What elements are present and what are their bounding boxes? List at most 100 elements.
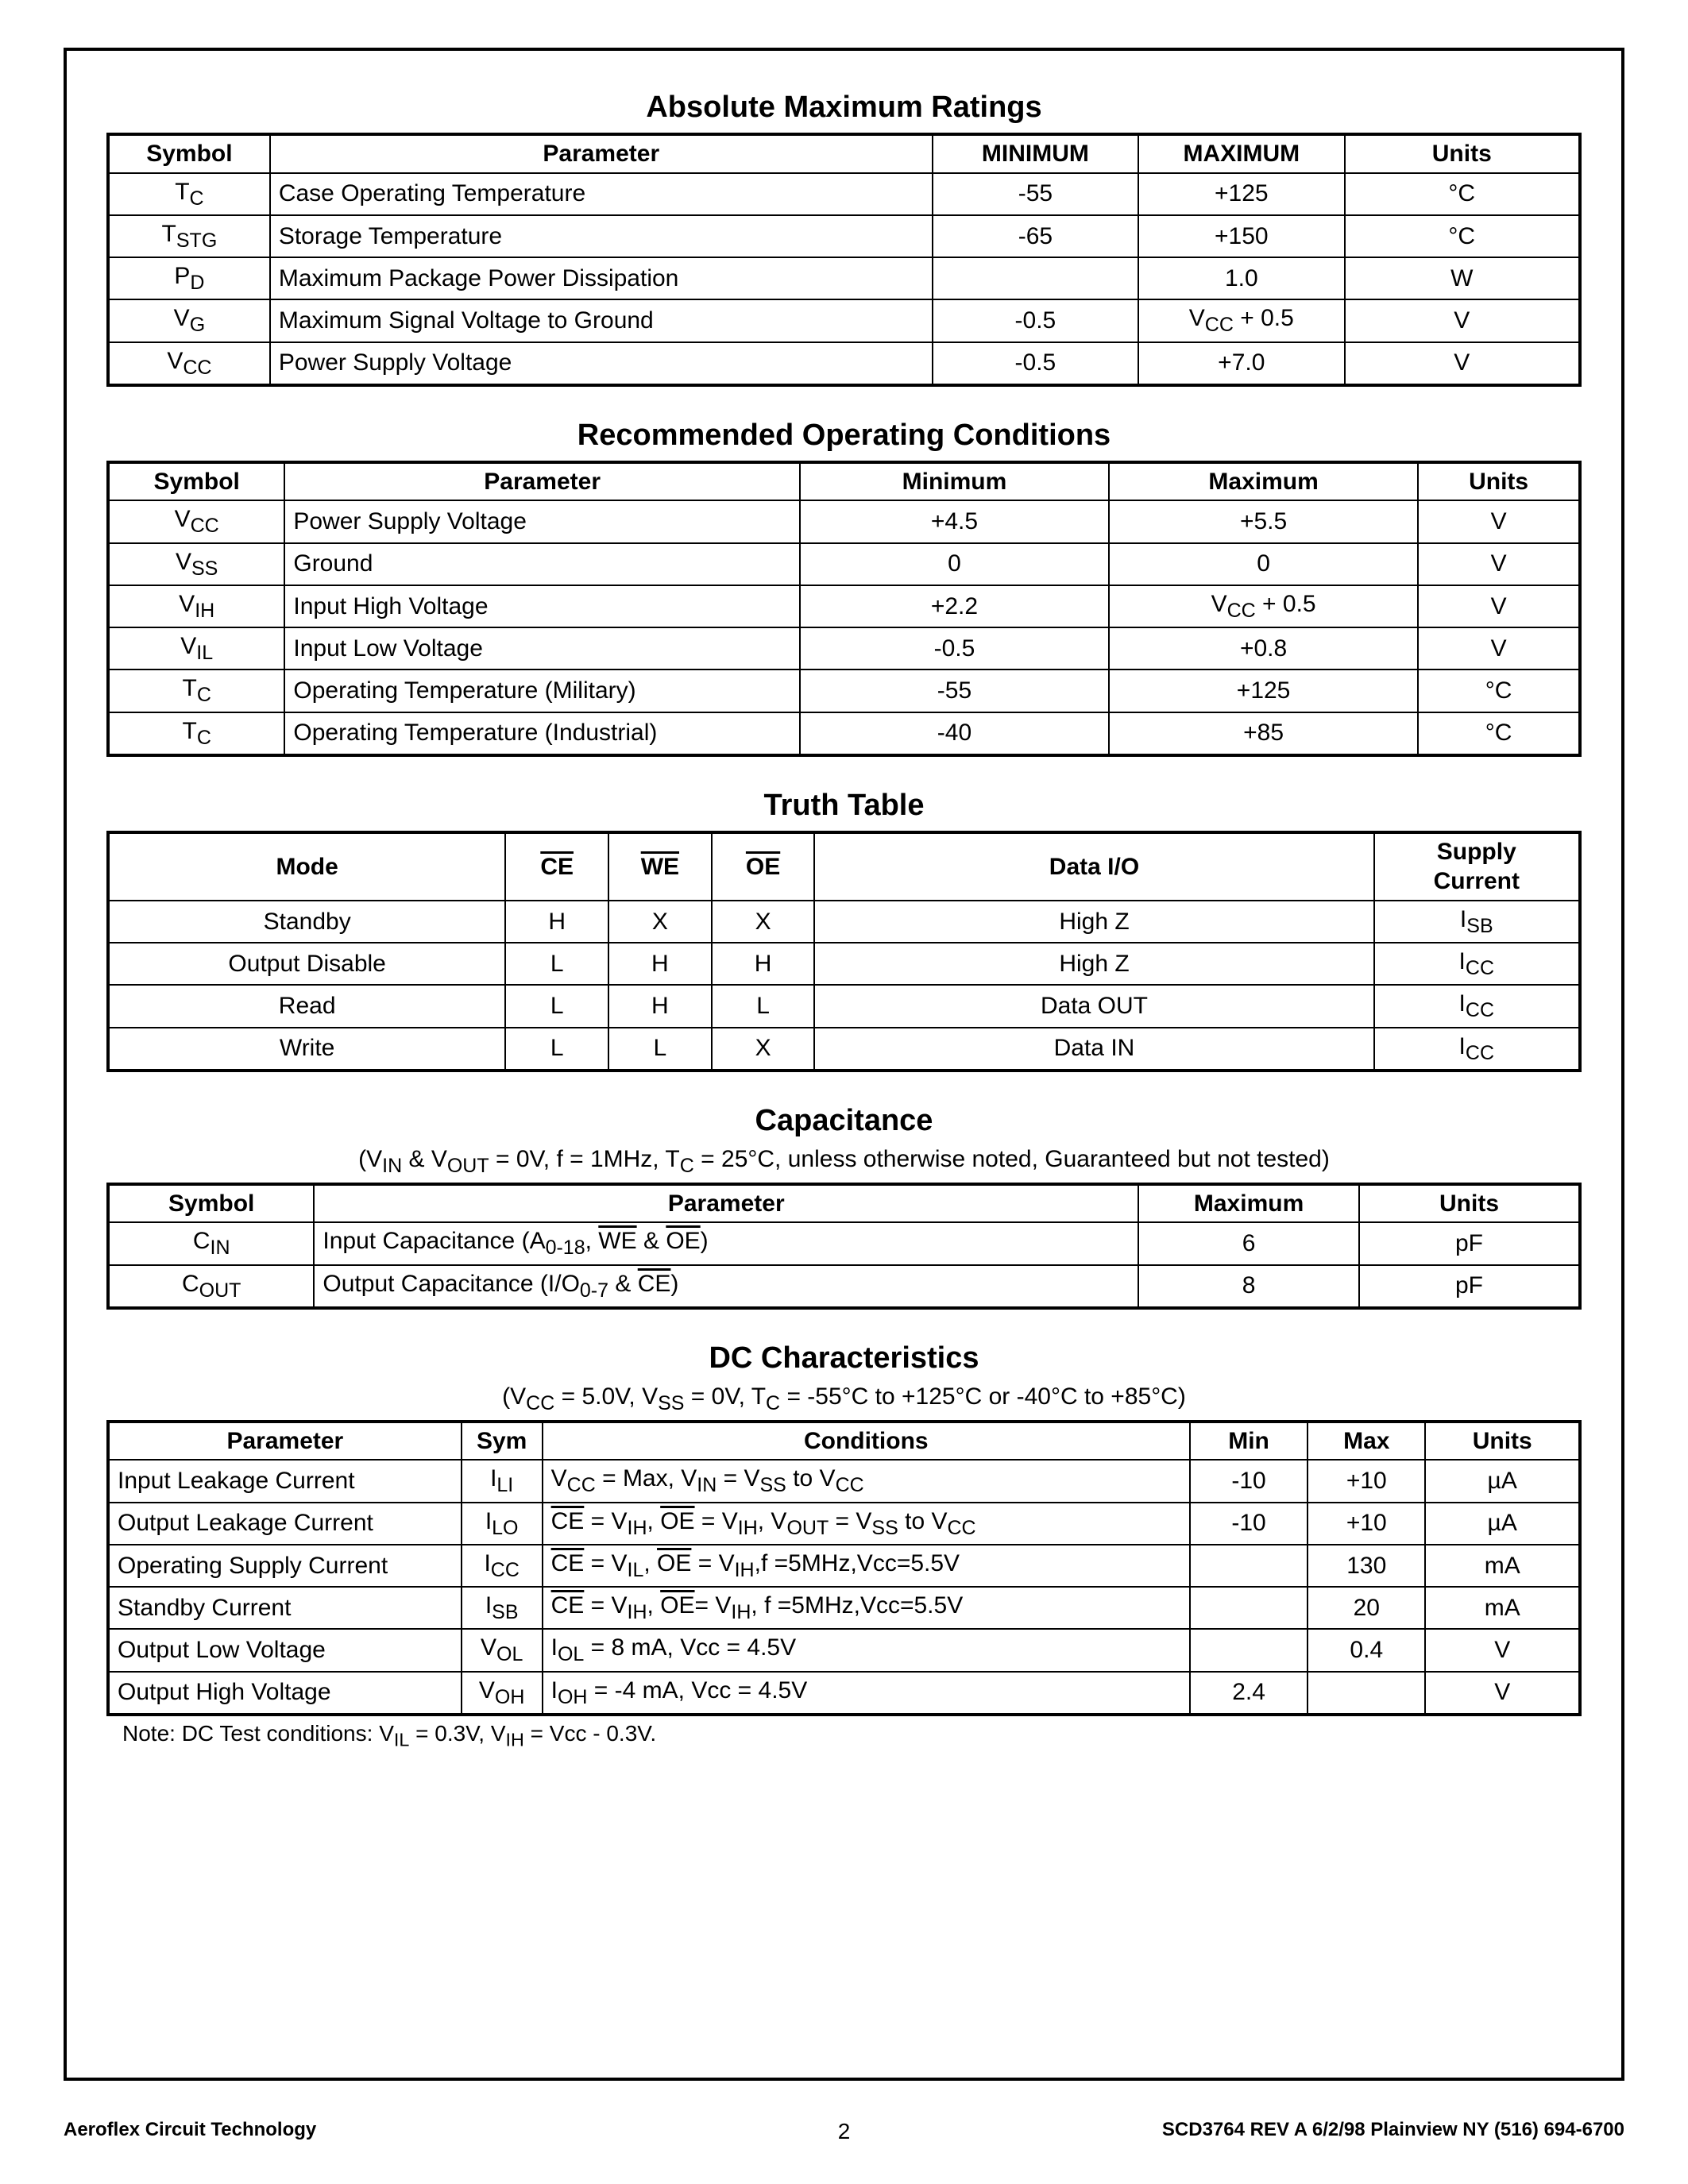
table-cell: Ground	[284, 543, 800, 585]
table-cell: TC	[108, 669, 284, 712]
column-header: Mode	[108, 832, 505, 901]
table-dc: ParameterSymConditionsMinMaxUnits Input …	[106, 1420, 1582, 1716]
table-cell: µA	[1425, 1503, 1580, 1545]
table-dc-header: ParameterSymConditionsMinMaxUnits	[108, 1422, 1580, 1461]
table-row: Input Leakage CurrentILIVCC = Max, VIN =…	[108, 1460, 1580, 1502]
table-cell: Write	[108, 1028, 505, 1071]
table-cell: L	[608, 1028, 712, 1071]
table-cell: +150	[1138, 215, 1344, 257]
table-cell: +4.5	[800, 500, 1109, 542]
table-cell: CE = VIL, OE = VIH,f =5MHz,Vcc=5.5V	[543, 1545, 1190, 1587]
table-cell: V	[1345, 342, 1581, 385]
table-roc: SymbolParameterMinimumMaximumUnits VCCPo…	[106, 461, 1582, 757]
table-cell: +0.8	[1109, 627, 1418, 669]
table-cell: +125	[1109, 669, 1418, 712]
table-cell: Read	[108, 985, 505, 1027]
table-cell: mA	[1425, 1587, 1580, 1629]
table-cell: IOL = 8 mA, Vcc = 4.5V	[543, 1629, 1190, 1671]
table-cell: VCC	[108, 500, 284, 542]
table-cell: VG	[108, 299, 270, 341]
table-cell: -10	[1190, 1503, 1308, 1545]
table-cell: Output Disable	[108, 943, 505, 985]
table-cell: CE = VIH, OE = VIH, VOUT = VSS to VCC	[543, 1503, 1190, 1545]
table-cell: Case Operating Temperature	[270, 173, 933, 215]
table-cell: Standby Current	[108, 1587, 462, 1629]
footer-page-number: 2	[838, 2119, 851, 2144]
table-amr-header: SymbolParameterMINIMUMMAXIMUMUnits	[108, 134, 1580, 173]
table-row: TCOperating Temperature (Industrial)-40+…	[108, 712, 1580, 755]
table-cell: +7.0	[1138, 342, 1344, 385]
table-row: Output DisableLHHHigh ZICC	[108, 943, 1580, 985]
table-cell: X	[712, 1028, 815, 1071]
column-header: Data I/O	[814, 832, 1373, 901]
table-row: VIHInput High Voltage+2.2VCC + 0.5V	[108, 585, 1580, 627]
table-cell: CE = VIH, OE= VIH, f =5MHz,Vcc=5.5V	[543, 1587, 1190, 1629]
table-cell: ISB	[1374, 901, 1580, 943]
table-cell: Storage Temperature	[270, 215, 933, 257]
table-cell: 0	[800, 543, 1109, 585]
table-cap-header: SymbolParameterMaximumUnits	[108, 1184, 1580, 1223]
page-frame: Absolute Maximum Ratings SymbolParameter…	[64, 48, 1624, 2081]
table-row: TSTGStorage Temperature-65+150°C	[108, 215, 1580, 257]
column-header: Sym	[462, 1422, 543, 1461]
table-row: VCCPower Supply Voltage+4.5+5.5V	[108, 500, 1580, 542]
table-cell: mA	[1425, 1545, 1580, 1587]
table-cell: -65	[933, 215, 1138, 257]
table-cell: Input Low Voltage	[284, 627, 800, 669]
table-cell: Output Capacitance (I/O0-7 & CE)	[314, 1265, 1138, 1308]
table-cell: °C	[1418, 712, 1580, 755]
column-header: Symbol	[108, 1184, 314, 1223]
table-cell: Operating Temperature (Industrial)	[284, 712, 800, 755]
table-cell: ILI	[462, 1460, 543, 1502]
table-cell: Input Leakage Current	[108, 1460, 462, 1502]
table-cell: +10	[1308, 1503, 1425, 1545]
table-cell: V	[1418, 543, 1580, 585]
table-roc-header: SymbolParameterMinimumMaximumUnits	[108, 462, 1580, 501]
table-cell: ICC	[462, 1545, 543, 1587]
table-cell: COUT	[108, 1265, 314, 1308]
table-cell: ICC	[1374, 985, 1580, 1027]
table-cell: Input High Voltage	[284, 585, 800, 627]
table-cell: µA	[1425, 1460, 1580, 1502]
table-cell: L	[712, 985, 815, 1027]
section-title-amr: Absolute Maximum Ratings	[106, 91, 1582, 125]
table-row: VCCPower Supply Voltage-0.5+7.0V	[108, 342, 1580, 385]
cap-note: (VIN & VOUT = 0V, f = 1MHz, TC = 25°C, u…	[106, 1146, 1582, 1178]
table-cell: 8	[1138, 1265, 1359, 1308]
table-row: TCOperating Temperature (Military)-55+12…	[108, 669, 1580, 712]
column-header: Symbol	[108, 134, 270, 173]
table-cell: pF	[1359, 1222, 1580, 1264]
table-cell: V	[1425, 1672, 1580, 1715]
table-cell: H	[608, 985, 712, 1027]
table-cell: °C	[1345, 215, 1581, 257]
table-cell: High Z	[814, 943, 1373, 985]
section-title-roc: Recommended Operating Conditions	[106, 419, 1582, 453]
table-cell: V	[1418, 585, 1580, 627]
footer-right: SCD3764 REV A 6/2/98 Plainview NY (516) …	[1162, 2119, 1624, 2141]
table-cell: Output Low Voltage	[108, 1629, 462, 1671]
table-cell: L	[505, 943, 608, 985]
table-cell: ILO	[462, 1503, 543, 1545]
table-cell: VSS	[108, 543, 284, 585]
table-cell: 0	[1109, 543, 1418, 585]
table-truth: ModeCEWEOEData I/OSupplyCurrent StandbyH…	[106, 831, 1582, 1072]
table-cell: V	[1418, 500, 1580, 542]
table-cell: VCC + 0.5	[1109, 585, 1418, 627]
table-cell	[1190, 1587, 1308, 1629]
table-row: CINInput Capacitance (A0-18, WE & OE)6pF	[108, 1222, 1580, 1264]
table-cell: ICC	[1374, 1028, 1580, 1071]
table-cell	[1190, 1545, 1308, 1587]
table-cell: Output High Voltage	[108, 1672, 462, 1715]
table-cell: H	[505, 901, 608, 943]
table-cell: +5.5	[1109, 500, 1418, 542]
table-cell: TSTG	[108, 215, 270, 257]
table-cell: V	[1345, 299, 1581, 341]
table-cell: VOH	[462, 1672, 543, 1715]
table-cell: -10	[1190, 1460, 1308, 1502]
table-row: Output Low VoltageVOLIOL = 8 mA, Vcc = 4…	[108, 1629, 1580, 1671]
column-header: Parameter	[270, 134, 933, 173]
column-header: Maximum	[1109, 462, 1418, 501]
section-title-cap: Capacitance	[106, 1104, 1582, 1138]
table-cell: H	[608, 943, 712, 985]
column-header: Units	[1418, 462, 1580, 501]
